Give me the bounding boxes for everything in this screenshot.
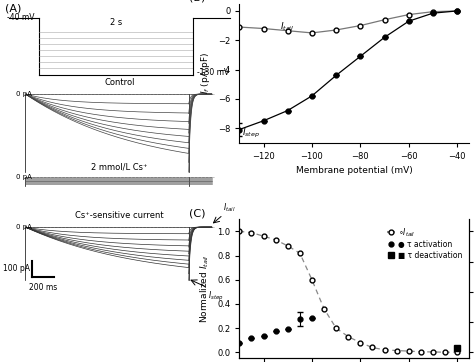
Text: (B): (B)	[189, 0, 205, 3]
Text: Cs⁺-sensitive current: Cs⁺-sensitive current	[75, 211, 164, 220]
Text: (C): (C)	[189, 208, 205, 218]
Text: -40 mV: -40 mV	[7, 13, 35, 22]
Text: Control: Control	[104, 78, 135, 87]
Legend: $\circ$$I_{tail}$, ● τ activation, ■ τ deactivation: $\circ$$I_{tail}$, ● τ activation, ■ τ d…	[383, 223, 465, 263]
Text: 2 mmol/L Cs⁺: 2 mmol/L Cs⁺	[91, 162, 148, 171]
Y-axis label: $I_f$ (pA/pF): $I_f$ (pA/pF)	[200, 52, 212, 94]
Text: 0 pA: 0 pA	[16, 224, 32, 230]
Text: 200 ms: 200 ms	[29, 283, 57, 292]
Text: 0 pA: 0 pA	[16, 174, 32, 180]
Text: 0 pA: 0 pA	[16, 91, 32, 97]
Y-axis label: Normalized $I_{tail}$: Normalized $I_{tail}$	[199, 254, 211, 323]
Text: -130 mV: -130 mV	[197, 68, 229, 77]
Text: $I_{step}$: $I_{step}$	[242, 127, 260, 140]
Text: $I_{step}$: $I_{step}$	[208, 290, 223, 303]
Text: $I_{tail}$: $I_{tail}$	[223, 201, 236, 214]
Text: 2 s: 2 s	[110, 18, 122, 27]
X-axis label: Membrane potential (mV): Membrane potential (mV)	[296, 166, 413, 175]
Text: $I_{tail}$: $I_{tail}$	[281, 21, 295, 33]
Text: (A): (A)	[5, 4, 21, 14]
Text: 100 pA: 100 pA	[3, 264, 30, 273]
